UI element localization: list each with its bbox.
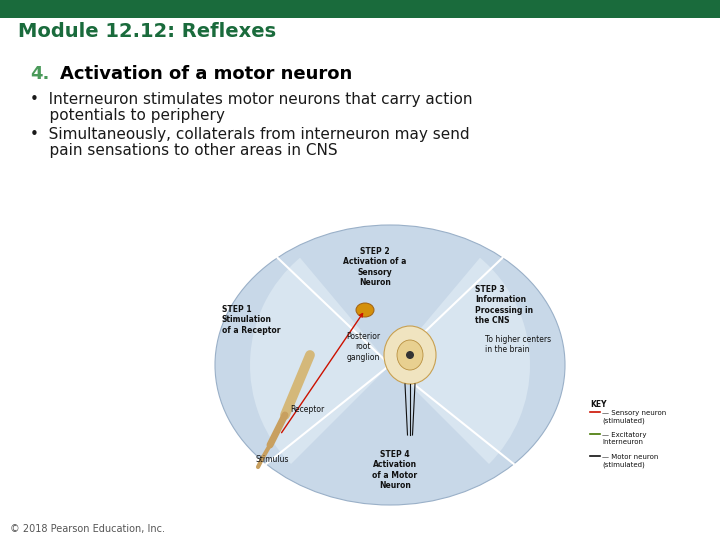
Text: 4.: 4. <box>30 65 50 83</box>
Ellipse shape <box>384 326 436 384</box>
Text: — Excitatory
Interneuron: — Excitatory Interneuron <box>602 432 647 445</box>
Text: Stimulus: Stimulus <box>255 455 289 464</box>
Text: Activation of a motor neuron: Activation of a motor neuron <box>60 65 352 83</box>
Text: STEP 4
Activation
of a Motor
Neuron: STEP 4 Activation of a Motor Neuron <box>372 450 418 490</box>
Ellipse shape <box>397 340 423 370</box>
Wedge shape <box>390 365 530 464</box>
Ellipse shape <box>406 351 414 359</box>
Text: STEP 3
Information
Processing in
the CNS: STEP 3 Information Processing in the CNS <box>475 285 533 325</box>
Text: •  Simultaneously, collaterals from interneuron may send: • Simultaneously, collaterals from inter… <box>30 127 469 142</box>
Text: — Sensory neuron
(stimulated): — Sensory neuron (stimulated) <box>602 410 666 423</box>
Wedge shape <box>250 258 390 464</box>
Text: •  Interneuron stimulates motor neurons that carry action: • Interneuron stimulates motor neurons t… <box>30 92 472 107</box>
Text: Receptor: Receptor <box>290 405 324 414</box>
Text: © 2018 Pearson Education, Inc.: © 2018 Pearson Education, Inc. <box>10 524 165 534</box>
Text: STEP 2
Activation of a
Sensory
Neuron: STEP 2 Activation of a Sensory Neuron <box>343 247 407 287</box>
Text: potentials to periphery: potentials to periphery <box>30 108 225 123</box>
Text: Module 12.12: Reflexes: Module 12.12: Reflexes <box>18 22 276 41</box>
Text: pain sensations to other areas in CNS: pain sensations to other areas in CNS <box>30 143 338 158</box>
Text: — Motor neuron
(stimulated): — Motor neuron (stimulated) <box>602 454 658 468</box>
Wedge shape <box>390 258 530 365</box>
Text: STEP 1
Stimulation
of a Receptor: STEP 1 Stimulation of a Receptor <box>222 305 281 335</box>
Text: KEY: KEY <box>590 400 606 409</box>
Ellipse shape <box>215 225 565 505</box>
Text: Posterior
root
ganglion: Posterior root ganglion <box>346 332 380 362</box>
Bar <box>0 0 720 18</box>
Text: To higher centers
in the brain: To higher centers in the brain <box>485 335 551 354</box>
Ellipse shape <box>356 303 374 317</box>
